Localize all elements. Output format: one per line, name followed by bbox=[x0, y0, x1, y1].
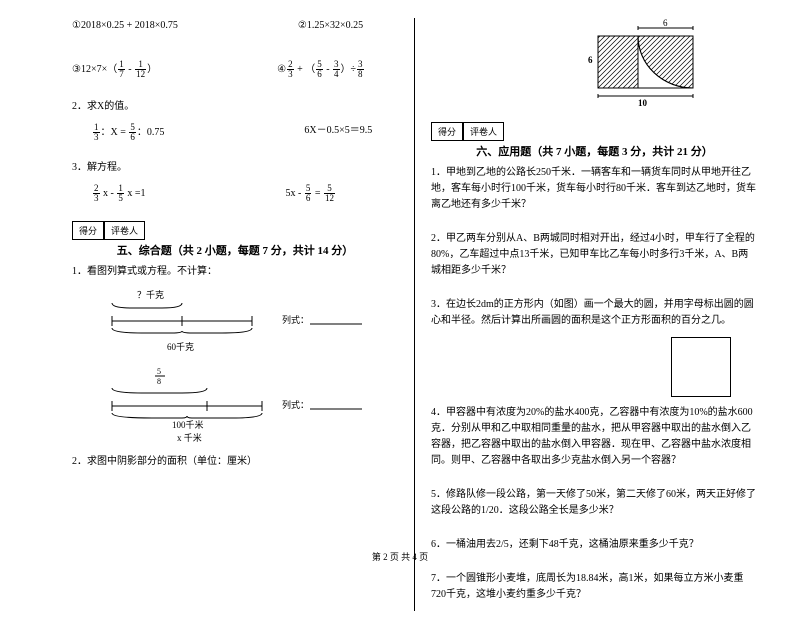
grader-label: 评卷人 bbox=[104, 221, 145, 240]
score-box: 得分 评卷人 bbox=[72, 221, 398, 240]
d2-label-100: 100千米 bbox=[172, 419, 204, 430]
right-column: 6 6 10 得分 评卷人 六、应用题（共 7 小题，每题 3 分，共计 21 … bbox=[415, 18, 758, 611]
score-box: 得分 评卷人 bbox=[431, 122, 758, 141]
score-label: 得分 bbox=[431, 122, 463, 141]
app-q1: 1．甲地到乙地的公路长250千米．一辆客车和一辆货车同时从甲地开往乙地，客车每小… bbox=[431, 165, 758, 213]
equation-row: ①2018×0.25 + 2018×0.75 ②1.25×32×0.25 bbox=[72, 18, 398, 34]
svg-text:8: 8 bbox=[157, 377, 161, 386]
p2a: 13：X = 56：0.75 bbox=[92, 123, 164, 142]
p2-title: 2．求X的值。 bbox=[72, 99, 398, 115]
d2-frac: 5 bbox=[157, 367, 161, 376]
label-6-left: 6 bbox=[588, 55, 593, 65]
d1-label-top: ？千克 bbox=[137, 290, 164, 300]
d2-formula-label: 列式： bbox=[282, 399, 309, 410]
app-q3: 3．在边长2dm的正方形内（如图）画一个最大的圆，并用字母标出圆的圆心和半径。然… bbox=[431, 297, 758, 329]
eq3: ③12×7×（17 - 112） bbox=[72, 60, 157, 79]
p2b: 6X－0.5×5＝9.5 bbox=[304, 123, 372, 142]
bracket-icon bbox=[112, 388, 207, 393]
d1-label-bottom: 60千克 bbox=[167, 342, 194, 352]
eq2: ②1.25×32×0.25 bbox=[298, 18, 363, 34]
hatched-arc-region bbox=[638, 36, 693, 88]
d1-formula-label: 列式： bbox=[282, 314, 309, 325]
shaded-figure: 6 6 10 bbox=[588, 18, 718, 108]
p3b: 5x - 56 = 512 bbox=[285, 184, 335, 203]
q1-text: 1．看图列算式或方程。不计算： bbox=[72, 264, 398, 280]
section5-title: 五、综合题（共 2 小题，每题 7 分，共计 14 分） bbox=[72, 242, 398, 258]
section6-title: 六、应用题（共 7 小题，每题 3 分，共计 21 分） bbox=[431, 143, 758, 159]
left-column: ①2018×0.25 + 2018×0.75 ②1.25×32×0.25 ③12… bbox=[72, 18, 415, 611]
d2-label-x: x 千米 bbox=[177, 432, 202, 443]
label-6-top: 6 bbox=[663, 18, 668, 28]
eq1: ①2018×0.25 + 2018×0.75 bbox=[72, 18, 178, 34]
page-footer: 第 2 页 共 4 页 bbox=[0, 550, 800, 563]
grader-label: 评卷人 bbox=[463, 122, 504, 141]
p3-title: 3．解方程。 bbox=[72, 160, 398, 176]
blank-square bbox=[671, 337, 731, 397]
app-q7: 7．一个圆锥形小麦堆，底周长为18.84米，高1米，如果每立方米小麦重720千克… bbox=[431, 571, 758, 603]
p3a: 23 x - 15 x =1 bbox=[92, 184, 145, 203]
bracket-diagram-1: ？千克 60千克 列式： bbox=[82, 288, 362, 358]
app-q4: 4．甲容器中有浓度为20%的盐水400克，乙容器中有浓度为10%的盐水600克．… bbox=[431, 405, 758, 469]
diagram2: 5 8 100千米 x 千米 列式： bbox=[82, 366, 398, 446]
q2-text: 2．求图中阴影部分的面积（单位：厘米） bbox=[72, 454, 398, 470]
bracket-icon bbox=[112, 413, 262, 418]
app-q5: 5．修路队修一段公路，第一天修了50米，第二天修了60米，两天正好修了这段公路的… bbox=[431, 487, 758, 519]
bracket-icon bbox=[112, 303, 182, 308]
equation-row: ③12×7×（17 - 112） ④23 + （56 - 34）÷38 bbox=[72, 60, 398, 79]
diagram1: ？千克 60千克 列式： bbox=[82, 288, 398, 358]
p3-row: 23 x - 15 x =1 5x - 56 = 512 bbox=[92, 184, 398, 203]
score-label: 得分 bbox=[72, 221, 104, 240]
p2-row: 13：X = 56：0.75 6X－0.5×5＝9.5 bbox=[92, 123, 398, 142]
bracket-diagram-2: 5 8 100千米 x 千米 列式： bbox=[82, 366, 362, 446]
eq4: ④23 + （56 - 34）÷38 bbox=[277, 60, 364, 79]
bracket-icon bbox=[112, 328, 252, 333]
app-q2: 2．甲乙两车分别从A、B两城同时相对开出，经过4小时，甲车行了全程的80%，乙车… bbox=[431, 231, 758, 279]
label-10: 10 bbox=[638, 98, 648, 108]
hatched-square bbox=[598, 36, 638, 88]
